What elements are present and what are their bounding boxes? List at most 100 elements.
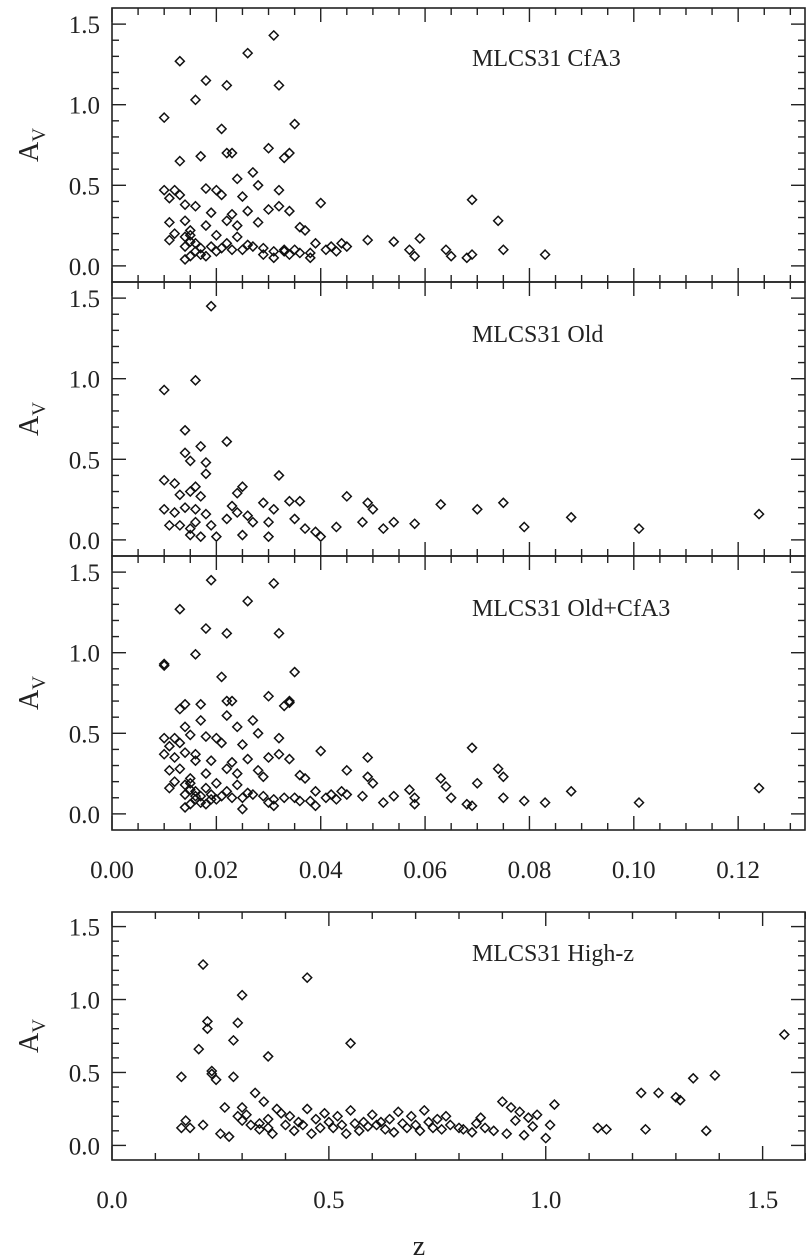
data-point xyxy=(397,1117,409,1130)
data-point xyxy=(414,232,426,245)
data-point xyxy=(409,798,421,810)
y-tick-label: 0.5 xyxy=(69,721,100,748)
data-point xyxy=(527,1120,539,1133)
data-point xyxy=(262,1113,274,1125)
data-point xyxy=(221,79,233,91)
data-point xyxy=(362,497,374,509)
data-point xyxy=(226,756,238,768)
data-point xyxy=(189,200,202,212)
data-point xyxy=(184,529,196,541)
data-point xyxy=(315,531,327,543)
data-point xyxy=(179,721,191,733)
data-point xyxy=(247,166,259,178)
data-point xyxy=(262,516,275,528)
data-point xyxy=(195,714,207,726)
data-point xyxy=(158,748,170,760)
data-point xyxy=(330,793,342,805)
data-point xyxy=(205,574,217,586)
data-point xyxy=(189,481,202,493)
data-point xyxy=(410,1119,422,1131)
data-point xyxy=(444,1119,456,1131)
data-point xyxy=(236,481,249,493)
data-point xyxy=(158,474,170,486)
data-point xyxy=(488,1125,500,1137)
data-point xyxy=(262,1122,274,1134)
data-point xyxy=(687,1072,699,1084)
data-point xyxy=(453,1122,465,1134)
data-point xyxy=(362,234,374,246)
data-point xyxy=(283,697,295,709)
data-point xyxy=(189,516,202,528)
data-point xyxy=(294,795,306,807)
data-point xyxy=(174,155,186,167)
data-point xyxy=(262,203,275,216)
plot-frame xyxy=(111,281,806,557)
data-point xyxy=(257,771,269,783)
data-point xyxy=(600,1123,613,1135)
data-point xyxy=(257,249,269,261)
data-point xyxy=(440,244,452,256)
data-point xyxy=(195,790,207,802)
data-point xyxy=(341,490,353,502)
data-point xyxy=(709,1069,721,1081)
data-point xyxy=(158,732,170,744)
data-point xyxy=(367,503,379,515)
data-point xyxy=(356,516,369,528)
data-point xyxy=(216,189,228,201)
data-point xyxy=(268,800,280,812)
data-point xyxy=(195,150,207,162)
data-point xyxy=(778,1028,790,1041)
data-point xyxy=(210,531,222,543)
data-point xyxy=(205,755,217,767)
data-point xyxy=(200,782,212,794)
x-tick-label: 0.0 xyxy=(96,1187,127,1214)
data-point xyxy=(245,1119,257,1131)
data-point xyxy=(179,502,191,514)
data-point xyxy=(195,242,207,254)
data-point xyxy=(318,1107,331,1119)
data-point xyxy=(232,1017,244,1029)
data-point xyxy=(231,779,243,791)
data-point xyxy=(174,763,186,775)
data-point xyxy=(216,737,228,749)
data-point xyxy=(633,797,645,809)
data-point xyxy=(427,1122,439,1134)
data-point xyxy=(242,595,254,607)
data-point xyxy=(262,1050,274,1062)
x-axis-title: z xyxy=(413,1231,425,1260)
data-point xyxy=(189,503,202,515)
y-tick-label: 0.0 xyxy=(69,802,100,829)
data-point xyxy=(356,790,369,802)
data-point xyxy=(273,79,285,91)
data-point xyxy=(163,519,175,531)
data-point xyxy=(195,440,207,452)
data-point xyxy=(226,792,238,804)
data-point xyxy=(565,785,577,797)
data-point xyxy=(189,94,202,106)
x-tick-label: 0.00 xyxy=(90,857,134,884)
data-point xyxy=(221,513,233,525)
data-point xyxy=(200,730,212,743)
data-point xyxy=(268,252,280,264)
data-point xyxy=(544,1119,556,1131)
data-point xyxy=(223,1131,235,1143)
y-tick-label: 1.0 xyxy=(69,367,100,394)
data-point xyxy=(299,772,311,784)
data-point xyxy=(268,577,280,589)
plot-frame xyxy=(111,7,806,283)
data-point xyxy=(294,221,306,233)
data-point xyxy=(314,1122,326,1134)
y-tick-label: 0.0 xyxy=(69,254,100,281)
data-point xyxy=(200,250,212,262)
data-point xyxy=(236,1101,248,1114)
data-point xyxy=(231,487,243,499)
data-point xyxy=(431,1113,443,1125)
data-point xyxy=(221,710,233,722)
data-point xyxy=(309,800,322,812)
data-point xyxy=(275,1107,287,1119)
data-point xyxy=(305,1128,318,1140)
data-point xyxy=(231,173,243,185)
data-point xyxy=(189,755,202,767)
data-point xyxy=(518,521,530,533)
data-point xyxy=(330,521,342,533)
